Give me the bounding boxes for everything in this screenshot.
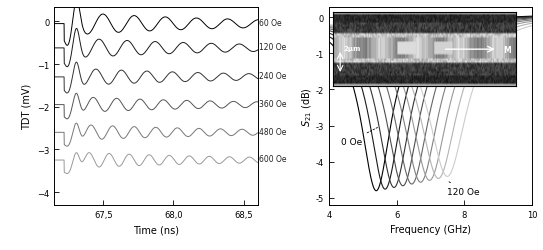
Text: 480 Oe: 480 Oe bbox=[259, 127, 286, 136]
Text: 600 Oe: 600 Oe bbox=[259, 155, 287, 164]
Text: 240 Oe: 240 Oe bbox=[259, 72, 286, 81]
Y-axis label: TDT (mV): TDT (mV) bbox=[22, 83, 31, 129]
Text: 0 Oe: 0 Oe bbox=[340, 127, 379, 146]
Text: 360 Oe: 360 Oe bbox=[259, 100, 287, 108]
Text: 60 Oe: 60 Oe bbox=[259, 19, 282, 28]
X-axis label: Time (ns): Time (ns) bbox=[133, 224, 179, 234]
Text: 120 Oe: 120 Oe bbox=[447, 182, 480, 196]
Text: 120 Oe: 120 Oe bbox=[259, 43, 286, 52]
Y-axis label: $S_{21}$ (dB): $S_{21}$ (dB) bbox=[301, 86, 314, 126]
X-axis label: Frequency (GHz): Frequency (GHz) bbox=[390, 224, 471, 234]
